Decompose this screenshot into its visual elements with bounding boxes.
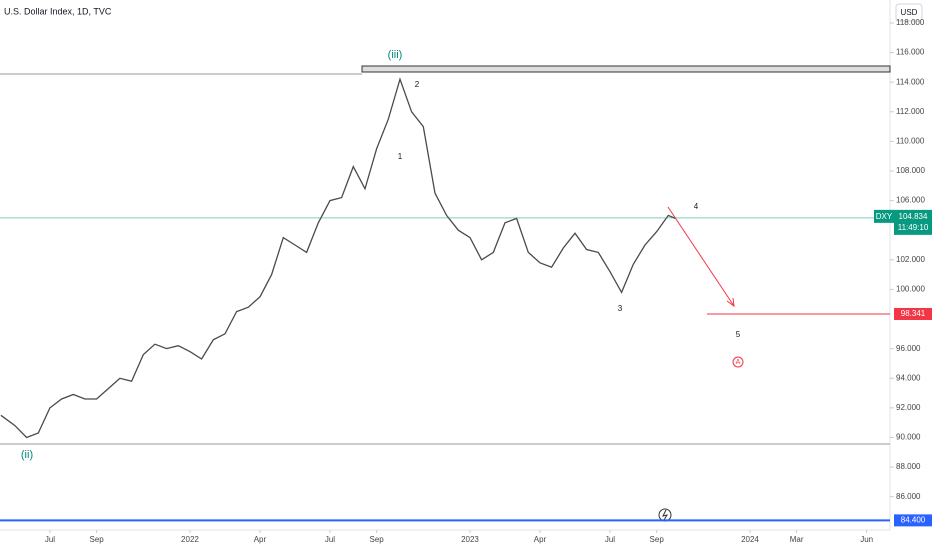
level-tag bbox=[894, 514, 932, 527]
currency-label[interactable]: USD bbox=[901, 8, 918, 17]
y-tick-label: 94.000 bbox=[896, 373, 921, 382]
x-tick-label: 2024 bbox=[741, 535, 759, 544]
y-tick-label: 108.000 bbox=[896, 166, 925, 175]
x-tick-label: Apr bbox=[254, 535, 267, 544]
zone bbox=[361, 65, 891, 73]
x-tick-label: 2023 bbox=[461, 535, 479, 544]
y-tick-label: 100.000 bbox=[896, 285, 925, 294]
y-tick-label: 106.000 bbox=[896, 196, 925, 205]
x-tick-label: Jun bbox=[860, 535, 873, 544]
y-tick-label: 116.000 bbox=[896, 48, 925, 57]
y-tick-label: 86.000 bbox=[896, 492, 921, 501]
y-tick-label: 112.000 bbox=[896, 107, 925, 116]
y-tick-label: 118.000 bbox=[896, 18, 925, 27]
arrow-head bbox=[726, 297, 735, 308]
wave-label: (ii) bbox=[21, 449, 33, 461]
y-tick-label: 90.000 bbox=[896, 433, 921, 442]
level-label: 84.400 bbox=[901, 515, 926, 524]
x-tick-label: Jul bbox=[45, 535, 55, 544]
symbol-tag bbox=[874, 209, 894, 223]
price-tag bbox=[894, 209, 932, 235]
x-tick-label: Sep bbox=[89, 535, 104, 544]
circle bbox=[732, 356, 744, 368]
y-tick-label: 96.000 bbox=[896, 344, 921, 353]
y-tick-label: 114.000 bbox=[896, 77, 925, 86]
y-tick-label: 88.000 bbox=[896, 462, 921, 471]
y-tick-label: 110.000 bbox=[896, 136, 925, 145]
x-tick-label: Sep bbox=[370, 535, 385, 544]
x-tick-label: Sep bbox=[650, 535, 665, 544]
countdown: 11:49:10 bbox=[898, 223, 929, 232]
level-tag bbox=[894, 307, 932, 320]
wave-label: 1 bbox=[398, 152, 403, 161]
arrow bbox=[667, 206, 735, 307]
currency-button[interactable] bbox=[895, 3, 923, 22]
price-label: 104.834 bbox=[899, 212, 928, 221]
chart-title: U.S. Dollar Index, 1D, TVC bbox=[4, 6, 112, 16]
wave-label: 5 bbox=[736, 330, 741, 339]
price-line bbox=[0, 77, 676, 439]
event-icon-bolt bbox=[662, 509, 669, 521]
x-tick-label: 2022 bbox=[181, 535, 199, 544]
y-tick-label: 102.000 bbox=[896, 255, 925, 264]
wave-label: 4 bbox=[694, 202, 699, 211]
wave-label: (iii) bbox=[388, 49, 403, 61]
wave-label: A bbox=[736, 359, 741, 366]
level-label: 98.341 bbox=[901, 309, 926, 318]
y-tick-label: 92.000 bbox=[896, 403, 921, 412]
x-tick-label: Apr bbox=[534, 535, 547, 544]
wave-label: 2 bbox=[415, 80, 420, 89]
symbol-label: DXY bbox=[876, 212, 893, 221]
x-tick-label: Mar bbox=[790, 535, 804, 544]
x-tick-label: Jul bbox=[325, 535, 335, 544]
wave-label: 3 bbox=[618, 304, 623, 313]
x-tick-label: Jul bbox=[605, 535, 615, 544]
